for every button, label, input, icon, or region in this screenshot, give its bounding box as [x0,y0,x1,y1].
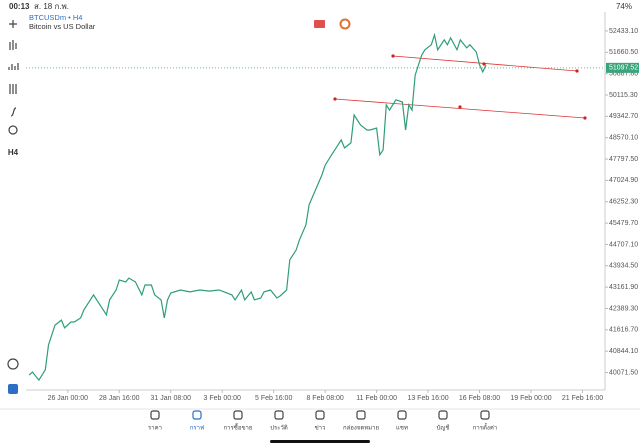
nav-label[interactable]: ราคา [148,425,162,432]
handle[interactable] [391,54,395,58]
left-toolbar [7,20,19,370]
handle[interactable] [575,69,579,73]
handle[interactable] [458,105,462,109]
x-tick-label: 31 Jan 08:00 [151,395,192,402]
buy-sell-icon[interactable] [314,20,325,28]
x-tick-label: 16 Feb 08:00 [459,395,500,402]
y-tick-label: 40844.10 [609,348,638,355]
x-tick-label: 8 Feb 08:00 [306,395,343,402]
y-tick-label: 43161.90 [609,284,638,291]
app-icon[interactable] [8,384,18,394]
nav-icon[interactable] [356,410,366,420]
trendline-handles [333,54,587,120]
y-tick-label: 43934.50 [609,263,638,270]
chart-title[interactable]: BTCUSDm • H4 [29,13,82,22]
y-tick-label: 41616.70 [609,327,638,334]
handle[interactable] [482,62,486,66]
nav-label[interactable]: แชท [396,425,408,432]
status-date: ส. 18 ก.พ. [34,2,69,11]
volume-tool[interactable] [8,63,19,70]
indicator-icon[interactable] [339,18,351,30]
x-tick-label: 11 Feb 00:00 [356,395,397,402]
handle[interactable] [333,97,337,101]
nav-icon[interactable] [233,410,243,420]
y-tick-label: 46252.30 [609,199,638,206]
y-tick-label: 51660.50 [609,49,638,56]
objects-tool[interactable] [8,125,18,135]
y-tick-label: 40071.50 [609,369,638,376]
y-tick-label: 50887.80 [609,70,638,77]
y-tick-label: 45479.70 [609,220,638,227]
x-tick-label: 5 Feb 16:00 [255,395,292,402]
nav-label[interactable]: ประวัติ [270,425,288,432]
y-tick-label: 49342.70 [609,113,638,120]
nav-label[interactable]: การซื้อขาย [224,422,253,432]
timeframe[interactable]: H4 [8,148,19,157]
y-tick-label: 47024.90 [609,177,638,184]
function-tool[interactable] [10,107,17,117]
nav-icon[interactable] [192,410,202,420]
y-tick-label: 42389.30 [609,305,638,312]
x-tick-label: 13 Feb 16:00 [407,395,448,402]
crosshair-tool[interactable] [9,20,17,28]
y-tick-label: 44707.10 [609,241,638,248]
indicators-tool[interactable] [9,84,17,94]
nav-label[interactable]: กราฟ [190,425,204,432]
status-battery: 74% [616,2,632,11]
nav-icon[interactable] [274,410,284,420]
trendlines [334,55,586,119]
status-time: 00:13 [9,2,30,11]
chart-type-tool[interactable] [9,40,17,50]
current-price-label: 51097.52 [609,65,638,72]
nav-icon[interactable] [480,410,490,420]
price-line [28,32,487,382]
nav-icon[interactable] [150,410,160,420]
nav-icon[interactable] [397,410,407,420]
current-price-box [606,62,639,73]
nav-icon[interactable] [438,410,448,420]
chart-subtitle: Bitcoin vs US Dollar [29,22,96,31]
x-tick-label: 3 Feb 00:00 [204,395,241,402]
nav-label[interactable]: ข่าว [315,425,326,432]
x-tick-label: 28 Jan 16:00 [99,395,140,402]
zoom-tool[interactable] [7,358,19,370]
nav-label[interactable]: บัญชี [437,424,450,432]
nav-label[interactable]: การตั้งค่า [473,422,497,432]
handle[interactable] [583,116,587,120]
y-tick-label: 52433.10 [609,28,638,35]
x-tick-label: 21 Feb 16:00 [562,395,603,402]
y-tick-label: 47797.50 [609,156,638,163]
home-indicator [270,440,370,443]
nav-icon[interactable] [315,410,325,420]
y-tick-label: 48570.10 [609,135,638,142]
y-tick-label: 50115.30 [609,92,638,99]
x-tick-label: 19 Feb 00:00 [510,395,551,402]
nav-label[interactable]: กล่องจดหมาย [343,425,379,432]
x-tick-label: 26 Jan 00:00 [48,395,89,402]
